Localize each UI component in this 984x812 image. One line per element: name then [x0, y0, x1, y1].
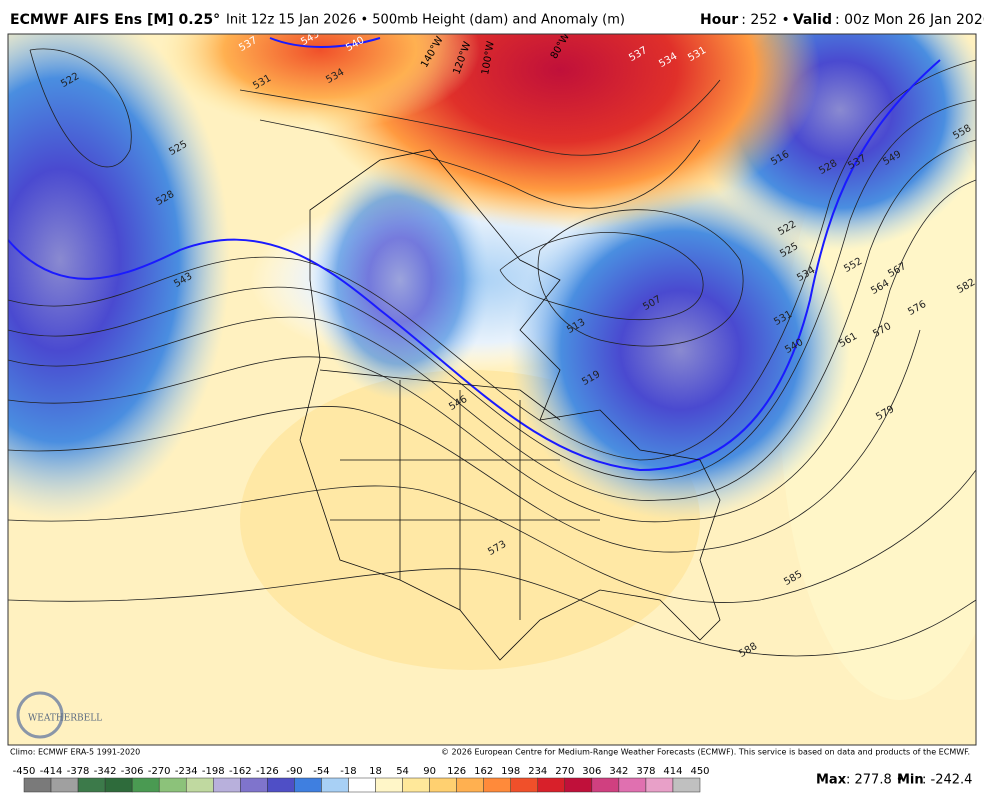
colorbar-swatch — [645, 777, 674, 793]
colorbar-tick-label: -18 — [340, 766, 356, 777]
logo-swirl — [16, 691, 64, 739]
colorbar-swatch — [131, 777, 160, 793]
max-value: : 277.8 • — [846, 773, 904, 788]
colorbar-tick-label: 90 — [423, 766, 436, 777]
colorbar-tick-label: 342 — [609, 766, 628, 777]
colorbar-swatch — [294, 777, 322, 793]
colorbar-tick-label: 414 — [663, 766, 682, 777]
colorbar-swatch — [50, 777, 79, 793]
contour — [537, 209, 744, 347]
contour — [8, 329, 921, 553]
colorbar-swatch — [510, 777, 539, 793]
valid-value: : 00z Mon 26 Jan 2026 — [835, 12, 984, 28]
colorbar-swatch — [591, 777, 620, 793]
copyright-text: © 2026 European Centre for Medium-Range … — [441, 748, 970, 757]
climo-text: Climo: ECMWF ERA-5 1991-2020 — [10, 748, 140, 757]
colorbar-swatch — [483, 777, 511, 793]
colorbar-tick-label: 162 — [474, 766, 493, 777]
valid-label: Valid — [793, 12, 832, 28]
colorbar-tick-label: 18 — [369, 766, 382, 777]
colorbar-swatch — [564, 777, 593, 793]
colorbar-swatch — [240, 777, 268, 793]
colorbar-tick-label: 378 — [636, 766, 655, 777]
colorbar-tick-label: -270 — [148, 766, 171, 777]
map-frame — [7, 33, 977, 746]
contour — [8, 139, 976, 501]
colorbar-tick-label: 270 — [555, 766, 574, 777]
contour — [499, 232, 704, 321]
colorbar-tick-label: -378 — [67, 766, 90, 777]
hour-value: : 252 • — [741, 12, 790, 28]
colorbar-swatch — [402, 777, 430, 793]
colorbar-tick-label: -90 — [286, 766, 302, 777]
min-value: : -242.4 — [922, 773, 972, 788]
colorbar-tick-label: -162 — [229, 766, 252, 777]
colorbar-tick-label: -450 — [13, 766, 36, 777]
contour — [8, 99, 976, 481]
max-label: Max — [816, 773, 847, 788]
colorbar-swatch — [429, 777, 457, 793]
colorbar-swatch — [77, 777, 106, 793]
colorbar-swatch — [23, 777, 52, 793]
contour — [8, 59, 976, 461]
contour — [8, 469, 976, 603]
colorbar-tick-label: 234 — [528, 766, 547, 777]
cold-anomaly — [8, 34, 230, 520]
colorbar-tick-label: -306 — [121, 766, 144, 777]
logo: WEATHERBELL — [16, 691, 102, 739]
contours — [8, 48, 976, 657]
state-lines — [330, 380, 600, 620]
colorbar-tick-label: -198 — [202, 766, 225, 777]
colorbar-swatch — [672, 777, 701, 793]
colorbar-tick-label: 306 — [582, 766, 601, 777]
colorbar-swatch — [158, 777, 187, 793]
colorbar-swatch — [185, 777, 214, 793]
colorbar-swatch — [267, 777, 295, 793]
warm-anomaly — [780, 100, 976, 700]
logo-text: WEATHERBELL — [28, 714, 102, 724]
colorbar-swatch — [104, 777, 133, 793]
colorbar-swatch — [213, 777, 241, 793]
colorbar-tick-label: 54 — [396, 766, 409, 777]
cold-anomaly — [510, 180, 850, 520]
colorbar-tick-label: -414 — [40, 766, 63, 777]
hour-label: Hour — [700, 12, 738, 28]
border — [319, 369, 561, 421]
colorbar-swatch — [375, 777, 403, 793]
contour-540 — [269, 37, 381, 48]
contour — [29, 48, 132, 168]
colorbar-swatch — [618, 777, 647, 793]
contour — [8, 179, 976, 523]
min-label: Min — [897, 773, 924, 788]
colorbar-tick-label: -342 — [94, 766, 117, 777]
colorbar-swatch — [456, 777, 484, 793]
contour — [239, 79, 721, 156]
colorbar-tick-label: -54 — [313, 766, 329, 777]
colorbar-tick-label: 198 — [501, 766, 520, 777]
init-text: Init 12z 15 Jan 2026 • 500mb Height (dam… — [226, 13, 625, 28]
borders — [299, 149, 721, 661]
colorbar-swatch — [537, 777, 566, 793]
colorbar-swatch — [348, 777, 376, 793]
contour — [259, 119, 701, 209]
colorbar-tick-label: -126 — [256, 766, 279, 777]
model-title: ECMWF AIFS Ens [M] 0.25° — [10, 12, 220, 28]
cold-anomaly — [310, 160, 490, 400]
contour-540 — [8, 59, 941, 472]
land-outline — [299, 149, 721, 661]
colorbar-tick-label: 450 — [690, 766, 709, 777]
contour — [8, 568, 976, 657]
warm-anomaly — [160, 34, 480, 130]
colorbar-swatch — [321, 777, 349, 793]
colorbar-tick-label: -234 — [175, 766, 198, 777]
colorbar-tick-label: 126 — [447, 766, 466, 777]
